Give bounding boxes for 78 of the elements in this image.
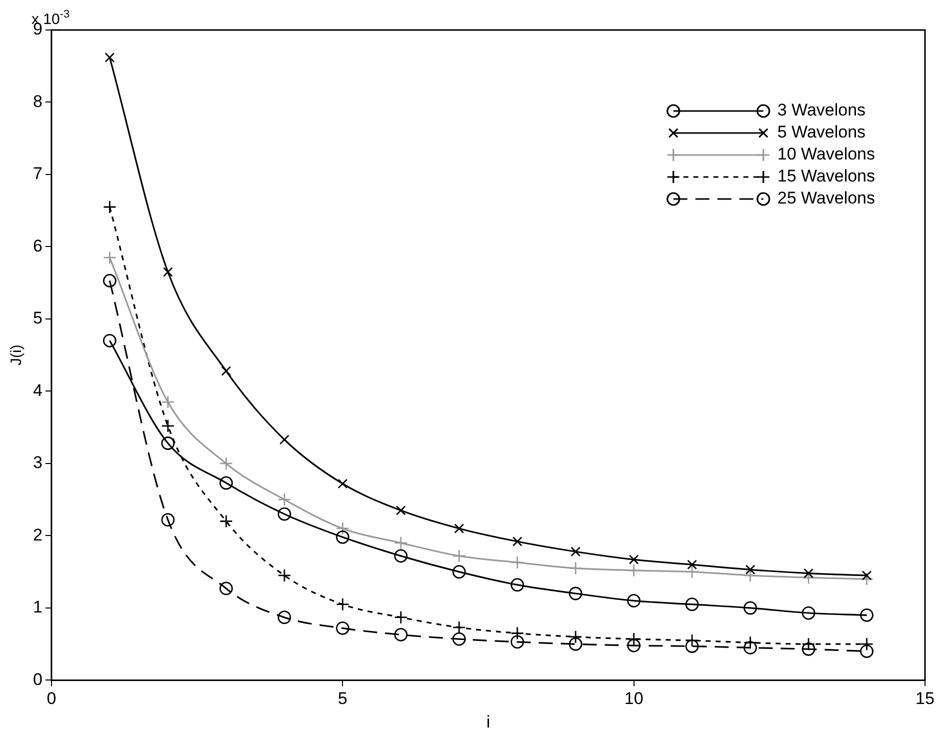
y-tick-label: 5: [32, 308, 42, 328]
y-tick-label: 3: [32, 453, 42, 472]
point: [161, 436, 175, 450]
legend-label: 5 Wavelons: [777, 122, 866, 142]
x-tick-label: 10: [624, 689, 644, 708]
point: [510, 578, 524, 592]
point: [862, 570, 872, 580]
point: [104, 52, 115, 62]
point: [860, 608, 874, 622]
point: [396, 505, 406, 516]
y-tick-label: 0: [32, 670, 42, 689]
point: [452, 565, 466, 579]
point: [510, 556, 524, 570]
point: [687, 560, 697, 570]
point: [568, 637, 582, 651]
point: [627, 594, 641, 608]
x-tick-label: 5: [338, 689, 348, 708]
point: [102, 250, 116, 264]
point: [219, 476, 233, 490]
point: [336, 621, 350, 635]
y-tick-label: 7: [32, 164, 42, 184]
point: [279, 434, 290, 445]
point: [804, 568, 814, 578]
x-tick-label: 15: [916, 689, 934, 708]
point: [510, 635, 524, 649]
point: [685, 565, 699, 579]
point: [338, 478, 348, 489]
y-tick-label: 6: [32, 236, 42, 256]
point: [102, 334, 116, 348]
x-tick-label: 0: [46, 689, 56, 708]
point: [219, 514, 233, 528]
point: [512, 536, 522, 546]
point: [161, 419, 175, 433]
point: [570, 546, 581, 557]
point: [162, 267, 173, 277]
point: [627, 564, 641, 578]
point: [860, 572, 874, 586]
point: [744, 640, 757, 654]
x-axis-title: i: [486, 712, 490, 732]
legend-label: 10 Wavelons: [777, 144, 876, 164]
point: [336, 522, 350, 536]
point: [394, 549, 408, 563]
point: [568, 562, 582, 575]
point: [745, 564, 756, 575]
point: [454, 524, 464, 534]
point: [102, 274, 116, 288]
point: [568, 586, 582, 600]
point: [221, 366, 232, 376]
point: [627, 638, 641, 652]
point: [336, 530, 350, 544]
point: [452, 632, 466, 646]
point: [802, 642, 816, 656]
point: [685, 640, 699, 653]
y-tick-label: 4: [32, 380, 42, 400]
point: [219, 582, 233, 596]
y-axis-title: J(i): [8, 344, 26, 366]
point: [161, 513, 175, 527]
y-tick-label: 2: [32, 525, 42, 544]
point: [802, 606, 816, 620]
legend-label: 15 Wavelons: [777, 166, 876, 186]
point: [278, 492, 292, 506]
point: [161, 395, 175, 409]
y-tick-label: 1: [32, 598, 42, 617]
point: [802, 570, 816, 584]
point: [278, 610, 292, 624]
point: [685, 598, 699, 612]
point: [860, 644, 874, 658]
point: [219, 456, 233, 470]
point: [628, 554, 639, 564]
point: [394, 628, 408, 642]
point: [278, 507, 292, 521]
legend-label: 25 Wavelons: [777, 188, 876, 208]
legend-label: 3 Wavelons: [777, 100, 866, 120]
y-tick-label: 8: [32, 92, 42, 111]
point: [278, 568, 292, 582]
point: [394, 536, 408, 550]
point: [452, 549, 466, 563]
point: [744, 601, 757, 615]
